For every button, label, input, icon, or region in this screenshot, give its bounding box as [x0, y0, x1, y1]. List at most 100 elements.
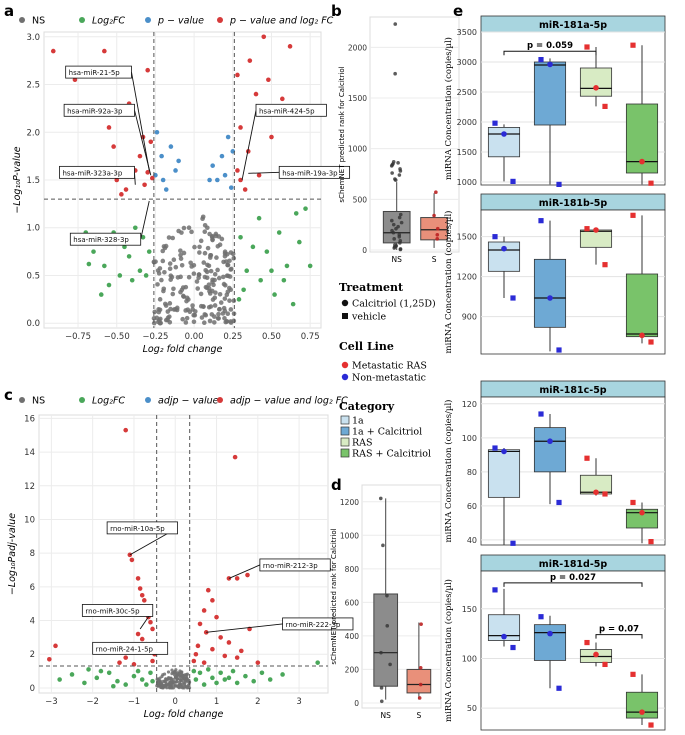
- point-ns: [379, 650, 383, 655]
- point-log2fc: [201, 682, 207, 687]
- legend-label: Log₂FC: [92, 396, 125, 407]
- annotation-line: [248, 171, 280, 174]
- point-ns: [180, 316, 185, 322]
- x-tick-label: S: [432, 255, 437, 264]
- point-ns: [393, 178, 398, 182]
- point-pvalue-and-fc: [148, 139, 154, 145]
- box: [533, 427, 567, 473]
- point-pvalue-and-fc: [245, 572, 250, 578]
- x-tick-label: NS: [381, 711, 392, 720]
- point-log2fc: [297, 239, 302, 245]
- point-log2fc: [293, 211, 299, 216]
- facet-title: miR-181c-5p: [539, 385, 606, 396]
- point-ns: [178, 248, 183, 253]
- point-ns: [379, 686, 384, 690]
- annotation-box: [255, 103, 327, 117]
- panel-letter-a: a: [4, 2, 14, 20]
- legend-label: 1a + Calcitriol: [352, 427, 422, 438]
- data-point-calcitriol: [501, 131, 507, 137]
- point-log2fc: [269, 268, 274, 274]
- y-axis-label: miRNA Concentration (copies/µl): [443, 211, 454, 354]
- x-tick-label: 1: [214, 697, 219, 707]
- legends: Treatment Calcitriol (1,25D) vehicle Cell L…: [339, 281, 436, 460]
- point-ns: [222, 249, 228, 255]
- data-point-vehicle: [538, 57, 544, 63]
- y-tick-label: 120: [462, 400, 477, 409]
- point-ns: [173, 670, 177, 674]
- y-tick-label: 1200: [457, 273, 477, 282]
- point-ns: [187, 309, 193, 315]
- point-ns: [171, 307, 177, 312]
- point-ns: [202, 222, 208, 228]
- point-ns: [393, 22, 398, 26]
- data-point-calcitriol: [593, 489, 599, 496]
- x-tick-label: −0.25: [142, 332, 168, 342]
- point-ns: [173, 675, 178, 679]
- point-log2fc: [122, 244, 127, 250]
- point-ns: [200, 214, 206, 220]
- point-log2fc: [126, 254, 132, 259]
- point-ns: [178, 682, 182, 687]
- x-axis-label: Log₂ fold change: [143, 344, 223, 355]
- point-ns: [216, 311, 221, 317]
- annotation-box: [65, 65, 132, 79]
- point-log2fc: [214, 680, 219, 686]
- point-ns: [391, 230, 396, 235]
- facet-title: miR-181a-5p: [539, 20, 607, 31]
- point-ns: [225, 311, 231, 317]
- legend-label: p − value and log₂ FC: [229, 16, 334, 27]
- point-ns: [391, 222, 396, 227]
- point-s: [435, 237, 440, 241]
- point-ns: [199, 315, 205, 320]
- legend-marker: [19, 397, 25, 403]
- point-ns: [195, 286, 201, 291]
- point-ns: [181, 225, 187, 231]
- point-log2fc: [272, 292, 277, 297]
- point-ns: [184, 315, 190, 321]
- point-ns: [397, 173, 402, 177]
- point-ns: [180, 293, 186, 299]
- point-pvalue-and-fc: [210, 646, 215, 652]
- y-tick-label: 1500: [457, 148, 477, 157]
- point-ns: [198, 238, 204, 244]
- x-tick-label: 0.50: [262, 332, 281, 342]
- x-tick-label: −2: [86, 697, 99, 707]
- legend-marker: [341, 373, 349, 381]
- point-ns: [379, 699, 384, 704]
- point-ns: [189, 229, 194, 235]
- y-tick-label: 0.0: [26, 319, 40, 329]
- point-ns: [202, 229, 208, 234]
- point-s: [418, 682, 423, 687]
- point-s: [435, 226, 440, 231]
- y-tick-label: 1.0: [26, 224, 40, 234]
- point-ns: [170, 235, 176, 241]
- point-log2fc: [226, 675, 232, 681]
- point-ns: [192, 244, 197, 250]
- point-log2fc: [290, 301, 296, 307]
- point-ns: [179, 287, 185, 293]
- point-ns: [153, 259, 158, 264]
- point-pvalue-and-fc: [239, 648, 244, 654]
- point-log2fc: [315, 660, 320, 665]
- point-log2fc: [281, 277, 287, 283]
- point-ns: [189, 264, 194, 269]
- point-pvalue-and-fc: [261, 34, 267, 40]
- point-log2fc: [193, 677, 199, 682]
- point-pvalue: [160, 177, 166, 183]
- point-log2fc: [139, 677, 145, 682]
- legend-marker: [217, 397, 223, 403]
- point-ns: [212, 303, 218, 308]
- data-point-calcitriol: [547, 61, 553, 68]
- point-log2fc: [94, 675, 100, 681]
- legend-swatch: [340, 448, 350, 458]
- y-tick-label: 3500: [457, 28, 477, 37]
- point-pvalue-and-fc: [139, 592, 145, 598]
- data-point-vehicle: [510, 540, 516, 546]
- point-ns: [398, 169, 403, 173]
- point-ns: [210, 279, 215, 285]
- data-point-vehicle: [630, 42, 636, 48]
- annotation-box: [282, 617, 354, 631]
- y-tick-label: 1500: [348, 94, 367, 103]
- point-log2fc: [102, 263, 107, 269]
- point-log2fc: [243, 673, 248, 679]
